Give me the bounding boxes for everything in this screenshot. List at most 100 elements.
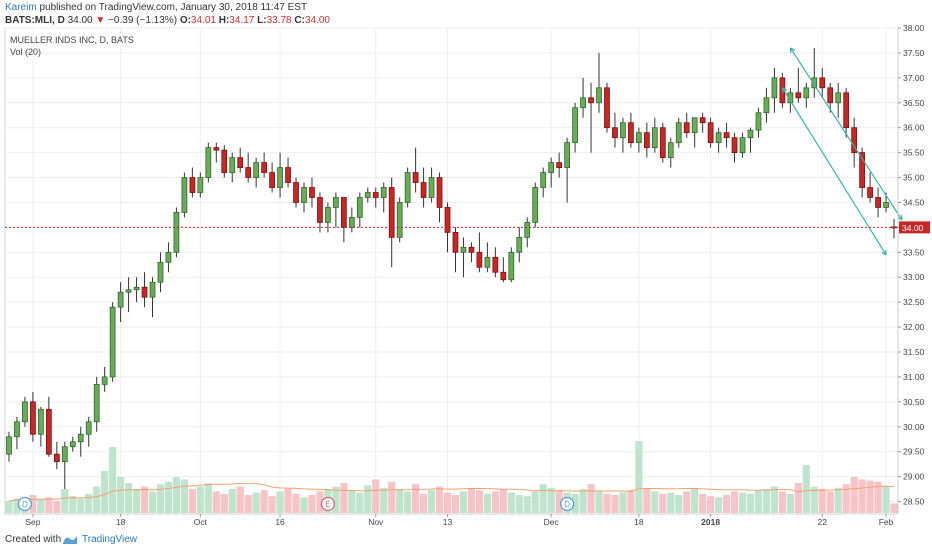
- candle-body: [612, 127, 618, 139]
- volume-bar: [172, 477, 181, 513]
- candle-body: [827, 87, 834, 104]
- candle: [125, 277, 132, 313]
- volume-bar: [204, 483, 212, 513]
- volume-bar: [435, 486, 444, 513]
- candle: [532, 182, 539, 228]
- candle: [53, 441, 60, 470]
- candle: [795, 67, 802, 103]
- volume-bar: [140, 486, 149, 513]
- candle-body: [628, 122, 634, 144]
- volume-bar: [268, 496, 276, 513]
- price-tick-label: 37.50: [903, 48, 925, 58]
- candle: [149, 277, 156, 318]
- price-tick-label: 29.50: [903, 447, 925, 457]
- candle: [667, 137, 674, 168]
- volume-bar: [459, 491, 468, 513]
- candle-body: [588, 97, 594, 104]
- candle-body: [396, 202, 403, 238]
- candle: [452, 227, 459, 273]
- volume-bar: [810, 486, 818, 513]
- candle: [109, 302, 116, 382]
- footer-created-text: Created with: [5, 534, 62, 545]
- volume-bar: [834, 487, 842, 513]
- volume-bar: [515, 495, 523, 513]
- candle-body: [181, 177, 188, 213]
- volume-bar: [547, 487, 555, 513]
- volume-bar: [156, 484, 165, 513]
- candle: [851, 117, 858, 168]
- event-marker-label: D: [22, 500, 28, 509]
- candle: [683, 112, 690, 138]
- volume-bar: [603, 493, 611, 513]
- volume-bar: [244, 495, 252, 513]
- candle-body: [165, 251, 172, 263]
- candle: [237, 147, 244, 173]
- volume-bar: [164, 481, 173, 513]
- volume-bar: [276, 491, 284, 513]
- volume-bar: [148, 491, 157, 513]
- volume-bar: [117, 477, 125, 513]
- candle: [691, 117, 698, 148]
- candles[interactable]: [6, 47, 897, 490]
- candle-body: [731, 137, 738, 154]
- footer-brand-link[interactable]: TradingView: [82, 534, 138, 545]
- channel-line-lower: [781, 87, 887, 256]
- candle: [659, 122, 666, 163]
- volume-bar: [308, 495, 316, 513]
- trend-channel[interactable]: [781, 47, 903, 256]
- candle: [38, 406, 44, 447]
- volume-bar: [364, 485, 372, 513]
- candle: [771, 67, 778, 113]
- candle: [101, 366, 108, 392]
- volume-bar: [483, 493, 491, 513]
- time-tick-label: Dec: [544, 517, 560, 527]
- candle-body: [803, 87, 810, 99]
- candle-body: [61, 446, 68, 463]
- candle-body: [755, 112, 762, 131]
- volume-bar: [507, 492, 515, 513]
- volume-bar: [180, 479, 188, 513]
- candle: [117, 282, 124, 323]
- volume-bar: [61, 489, 69, 513]
- candle-body: [667, 142, 674, 158]
- volume-bar: [491, 491, 499, 513]
- candle: [524, 217, 531, 248]
- candle-body: [213, 147, 220, 151]
- candle-body: [253, 162, 260, 178]
- volume-bar: [451, 495, 460, 513]
- volume-bar: [467, 487, 476, 513]
- volume-bar: [356, 492, 364, 513]
- channel-arrow-start-lower: [781, 87, 788, 93]
- candle-body: [133, 286, 140, 291]
- publish-info: published on TradingView.com, January 30…: [39, 2, 308, 13]
- candle: [253, 157, 260, 188]
- candle-body: [388, 187, 395, 238]
- candle-body: [364, 192, 371, 198]
- candle-body: [14, 421, 20, 438]
- candle: [261, 152, 268, 178]
- candle: [221, 145, 228, 178]
- volume-bar: [826, 491, 834, 513]
- candle: [189, 167, 196, 198]
- candle: [715, 127, 722, 153]
- author-link[interactable]: Kareim: [5, 2, 37, 13]
- time-axis[interactable]: Sep 18 Oct 16 Nov 13 Dec 18 2018 22 Feb: [5, 513, 898, 527]
- candle: [699, 112, 706, 133]
- candle-body: [428, 177, 435, 198]
- candle: [340, 197, 347, 243]
- event-marker-dividend: D: [17, 496, 33, 512]
- candle-body: [452, 231, 459, 253]
- volume-bar: [29, 495, 37, 513]
- candle-body: [125, 289, 132, 293]
- price-tick-label: 34.50: [903, 197, 925, 207]
- candle: [69, 436, 76, 452]
- candle: [540, 167, 547, 198]
- candle: [205, 142, 212, 183]
- candle-body: [468, 246, 475, 253]
- volume-bar: [850, 477, 858, 513]
- candle-body: [763, 97, 770, 114]
- price-axis[interactable]: 28.50 29.00 29.50 30.00 30.50 31.00 31.50 32.00…: [897, 23, 930, 514]
- candle-body: [508, 251, 515, 281]
